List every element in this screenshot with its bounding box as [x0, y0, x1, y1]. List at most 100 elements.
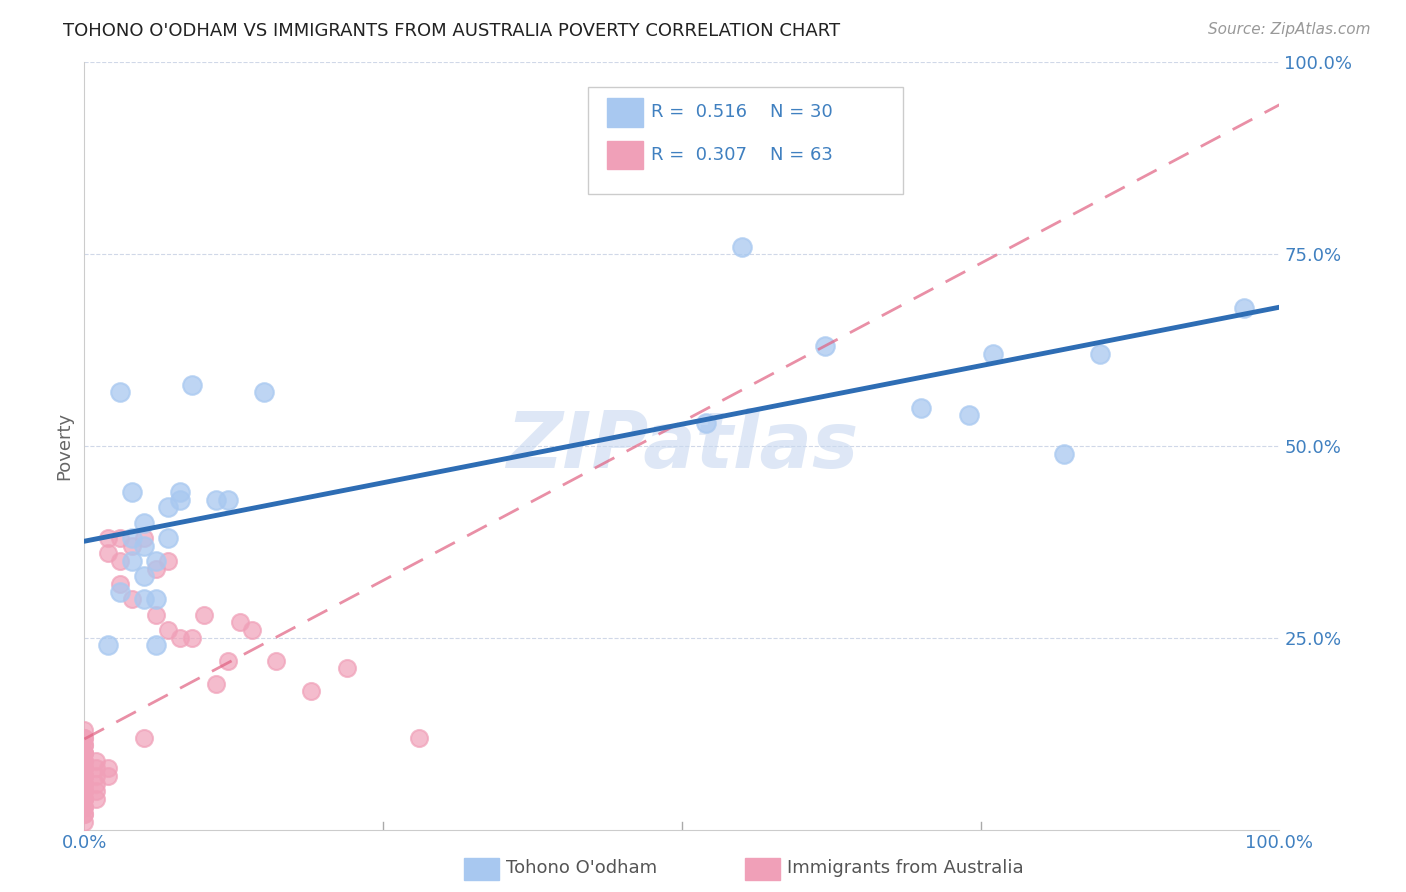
Point — [1233, 301, 1256, 315]
Point — [240, 623, 263, 637]
Point — [169, 631, 191, 645]
Point — [73, 814, 96, 829]
Y-axis label: Poverty: Poverty — [55, 412, 73, 480]
Point — [181, 377, 204, 392]
Point — [73, 776, 96, 790]
Point — [229, 615, 252, 630]
Point — [157, 554, 180, 568]
Point — [73, 761, 96, 775]
Point — [73, 784, 96, 798]
Point — [132, 516, 156, 530]
Point — [145, 592, 167, 607]
Point — [336, 661, 359, 675]
Point — [97, 546, 120, 560]
Point — [253, 385, 276, 400]
Point — [731, 239, 754, 253]
Point — [145, 562, 167, 576]
Point — [86, 776, 108, 790]
Text: ZIPatlas: ZIPatlas — [506, 408, 858, 484]
Point — [73, 746, 96, 760]
Point — [110, 584, 132, 599]
Point — [121, 592, 143, 607]
Point — [97, 639, 120, 653]
Point — [145, 607, 167, 622]
Point — [73, 769, 96, 783]
Point — [86, 784, 108, 798]
Point — [86, 769, 108, 783]
Point — [169, 485, 191, 500]
Point — [157, 623, 180, 637]
Point — [132, 569, 156, 583]
Point — [86, 792, 108, 806]
Point — [217, 492, 239, 507]
Point — [301, 684, 323, 698]
Point — [981, 347, 1004, 361]
Text: R =  0.307    N = 63: R = 0.307 N = 63 — [651, 146, 832, 164]
Point — [73, 784, 96, 798]
Point — [814, 339, 837, 353]
Point — [264, 654, 287, 668]
Text: Immigrants from Australia: Immigrants from Australia — [787, 859, 1024, 877]
Point — [73, 807, 96, 822]
Point — [1090, 347, 1112, 361]
Point — [145, 639, 167, 653]
Point — [132, 539, 156, 553]
Point — [73, 738, 96, 752]
Point — [73, 769, 96, 783]
Point — [73, 784, 96, 798]
Point — [121, 539, 143, 553]
Point — [73, 754, 96, 768]
Point — [121, 531, 143, 545]
Point — [157, 500, 180, 515]
Point — [73, 731, 96, 745]
Text: R =  0.516    N = 30: R = 0.516 N = 30 — [651, 103, 832, 121]
Point — [73, 723, 96, 737]
Point — [73, 792, 96, 806]
Point — [408, 731, 430, 745]
Point — [169, 492, 191, 507]
Point — [110, 577, 132, 591]
Point — [157, 531, 180, 545]
Point — [73, 799, 96, 814]
Point — [145, 554, 167, 568]
Point — [73, 799, 96, 814]
Point — [73, 769, 96, 783]
Point — [86, 761, 108, 775]
Point — [73, 746, 96, 760]
Point — [132, 731, 156, 745]
Point — [121, 554, 143, 568]
Point — [910, 401, 932, 415]
Point — [73, 776, 96, 790]
Point — [73, 731, 96, 745]
Point — [695, 416, 717, 430]
Text: Source: ZipAtlas.com: Source: ZipAtlas.com — [1208, 22, 1371, 37]
Point — [132, 531, 156, 545]
Point — [97, 531, 120, 545]
Point — [73, 769, 96, 783]
Point — [97, 761, 120, 775]
Point — [110, 531, 132, 545]
Point — [205, 677, 228, 691]
Point — [110, 385, 132, 400]
Point — [73, 761, 96, 775]
Point — [86, 754, 108, 768]
Point — [217, 654, 239, 668]
Point — [1053, 447, 1076, 461]
Point — [181, 631, 204, 645]
Text: TOHONO O'ODHAM VS IMMIGRANTS FROM AUSTRALIA POVERTY CORRELATION CHART: TOHONO O'ODHAM VS IMMIGRANTS FROM AUSTRA… — [63, 22, 841, 40]
Point — [73, 792, 96, 806]
Point — [73, 754, 96, 768]
Point — [73, 738, 96, 752]
Point — [193, 607, 215, 622]
Point — [957, 409, 980, 423]
Point — [73, 792, 96, 806]
Point — [73, 776, 96, 790]
Point — [121, 485, 143, 500]
Point — [110, 554, 132, 568]
Point — [73, 746, 96, 760]
Point — [73, 761, 96, 775]
Point — [205, 492, 228, 507]
Point — [132, 592, 156, 607]
Text: Tohono O'odham: Tohono O'odham — [506, 859, 657, 877]
Point — [97, 769, 120, 783]
